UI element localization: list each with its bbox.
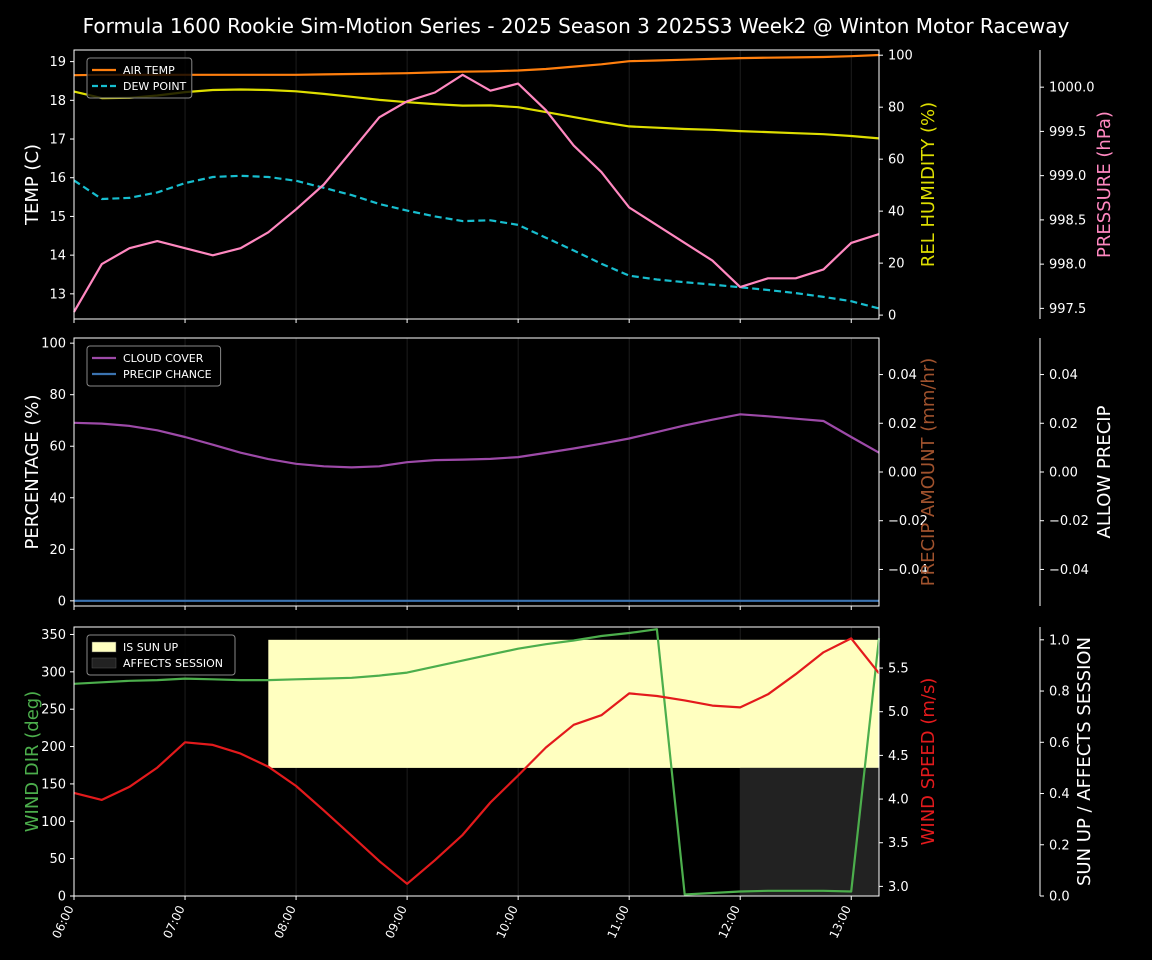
x-tick-label: 13:00 <box>827 903 854 940</box>
y-tick-label: 0 <box>58 594 66 609</box>
y-tick-label: 20 <box>49 543 66 558</box>
legend-label: CLOUD COVER <box>123 352 204 365</box>
y-tick-label: 998.0 <box>1049 258 1086 273</box>
y-tick-label: 1000.0 <box>1049 81 1095 96</box>
y-tick-label: −0.04 <box>888 563 928 578</box>
y-tick-label: 15 <box>49 210 66 225</box>
y-tick-label: −0.04 <box>1049 563 1089 578</box>
sun-axis-label: SUN UP / AFFECTS SESSION <box>1074 637 1095 886</box>
legend-label: PRECIP CHANCE <box>123 368 212 381</box>
panel-2: 0 20 40 60 80 100 PERCENTAGE (%) −0.04 −0.02 0.00… <box>22 337 1115 610</box>
y-tick-label: 3.5 <box>888 836 909 851</box>
pct-axis-label: PERCENTAGE (%) <box>22 394 43 549</box>
temp-axis-label: TEMP (C) <box>22 144 43 226</box>
chart-title: Formula 1600 Rookie Sim-Motion Series - … <box>82 14 1070 38</box>
y-tick-label: 0.00 <box>888 466 917 481</box>
y-tick-label: 0.6 <box>1049 736 1070 751</box>
amt-axis-label: PRECIP AMOUNT (mm/hr) <box>918 358 939 587</box>
x-tick-label: 10:00 <box>494 903 521 940</box>
y-tick-label: 0.04 <box>1049 368 1078 383</box>
y-tick-label: 3.0 <box>888 880 909 895</box>
y-tick-label: 60 <box>888 153 905 168</box>
y-tick-label: 0.8 <box>1049 685 1070 700</box>
y-tick-label: 4.0 <box>888 793 909 808</box>
y-tick-label: 100 <box>41 337 66 352</box>
y-tick-label: 80 <box>888 101 905 116</box>
wind-speed-line <box>73 637 880 885</box>
x-tick-label: 07:00 <box>160 903 187 940</box>
y-tick-label: 300 <box>41 665 66 680</box>
dir-axis-label: WIND DIR (deg) <box>22 691 43 833</box>
y-tick-label: 18 <box>49 94 66 109</box>
is-sun-up-band <box>268 639 880 768</box>
y-tick-label: 0.4 <box>1049 787 1070 802</box>
y-tick-label: 0.2 <box>1049 838 1070 853</box>
panel-1: 13 14 15 16 17 18 19 TEMP (C) 0 20 40 60 80 100 REL HU… <box>22 49 1115 324</box>
plot-frame <box>73 49 880 320</box>
plot-frame <box>73 626 880 897</box>
y-tick-label: 0 <box>888 309 896 324</box>
y-tick-label: 80 <box>49 388 66 403</box>
x-tick-label: 11:00 <box>605 903 632 940</box>
y-tick-label: 5.0 <box>888 705 909 720</box>
y-tick-label: 17 <box>49 133 66 148</box>
y-tick-label: 999.5 <box>1049 125 1086 140</box>
rel-humidity-line <box>73 88 880 140</box>
y-tick-label: 0.00 <box>1049 466 1078 481</box>
y-tick-label: 13 <box>49 287 66 302</box>
y-tick-label: 200 <box>41 740 66 755</box>
legend-swatch <box>91 641 117 653</box>
y-tick-label: 100 <box>41 815 66 830</box>
x-tick-label: 12:00 <box>716 903 743 940</box>
y-tick-label: 250 <box>41 703 66 718</box>
legend-label: IS SUN UP <box>123 641 179 654</box>
y-tick-label: 150 <box>41 777 66 792</box>
y-tick-label: 998.5 <box>1049 213 1086 228</box>
y-tick-label: 0 <box>58 890 66 905</box>
air-temp-line <box>73 53 880 77</box>
y-tick-label: 60 <box>49 440 66 455</box>
y-tick-label: 20 <box>888 257 905 272</box>
pressure-line <box>73 73 880 313</box>
y-tick-label: 350 <box>41 628 66 643</box>
y-tick-label: 40 <box>49 491 66 506</box>
y-tick-label: 50 <box>49 852 66 867</box>
legend-swatch <box>91 657 117 669</box>
y-tick-label: 0.02 <box>1049 417 1078 432</box>
y-tick-label: −0.02 <box>1049 514 1089 529</box>
y-tick-label: 0.02 <box>888 417 917 432</box>
x-tick-label: 09:00 <box>383 903 410 940</box>
y-tick-label: 16 <box>49 171 66 186</box>
y-tick-label: 5.5 <box>888 662 909 677</box>
y-tick-label: 0.0 <box>1049 890 1070 905</box>
y-tick-label: 14 <box>49 249 66 264</box>
legend-box <box>86 634 236 676</box>
y-tick-label: 19 <box>49 55 66 70</box>
legend-box <box>86 57 193 99</box>
y-tick-label: 997.5 <box>1049 302 1086 317</box>
affects-session-band <box>740 767 879 896</box>
dew-point-line <box>73 174 880 310</box>
legend-label: DEW POINT <box>123 80 187 93</box>
y-tick-label: 100 <box>888 49 913 64</box>
wind-dir-line <box>73 628 881 896</box>
pres-axis-label: PRESSURE (hPa) <box>1094 111 1115 258</box>
y-tick-label: 4.5 <box>888 749 909 764</box>
legend-label: AFFECTS SESSION <box>123 657 223 670</box>
spd-axis-label: WIND SPEED (m/s) <box>918 678 939 846</box>
hum-axis-label: REL HUMIDITY (%) <box>918 102 939 267</box>
x-tick-label: 08:00 <box>271 903 298 940</box>
legend-box <box>86 345 222 387</box>
y-tick-label: 1.0 <box>1049 633 1070 648</box>
y-tick-label: 999.0 <box>1049 169 1086 184</box>
cloud-cover-line <box>73 413 880 469</box>
x-tick-label: 06:00 <box>49 903 76 940</box>
y-tick-label: −0.02 <box>888 514 928 529</box>
y-tick-label: 0.04 <box>888 368 917 383</box>
y-tick-label: 40 <box>888 205 905 220</box>
panel-3: 0 50 100 150 200 250 300 350 WIND DIR (deg) 3.0 3.… <box>22 626 1095 941</box>
allow-axis-label: ALLOW PRECIP <box>1094 405 1115 538</box>
legend-label: AIR TEMP <box>123 64 175 77</box>
